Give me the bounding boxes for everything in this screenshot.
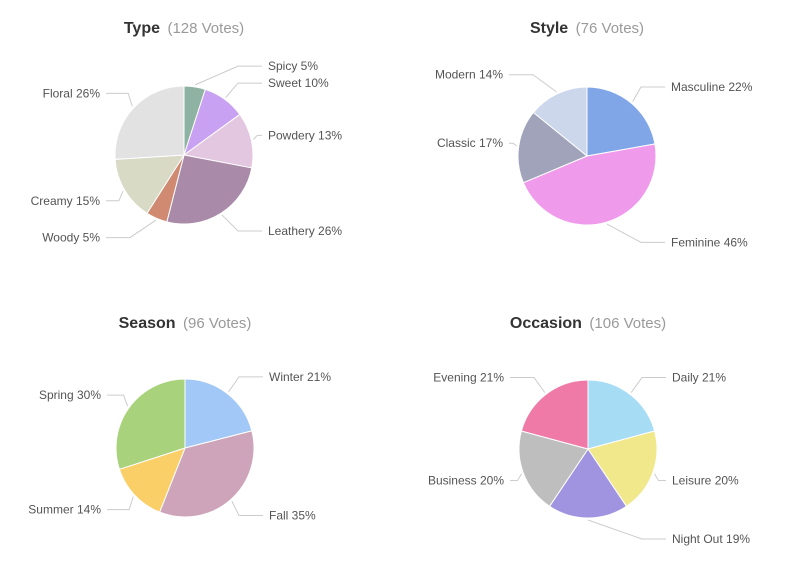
slice-label-feminine: Feminine 46% xyxy=(671,235,748,249)
chart-title: Type (128 Votes) xyxy=(124,20,244,38)
pie-slice-winter[interactable] xyxy=(184,378,253,449)
pie-slice-fall[interactable] xyxy=(159,430,255,518)
slice-label-leisure: Leisure 20% xyxy=(672,474,739,488)
slice-label-powdery: Powdery 13% xyxy=(268,128,342,142)
label-connector-spring xyxy=(107,394,129,407)
chart-title-text: Style xyxy=(529,20,569,37)
chart-style: Style (76 Votes) Masculine 22% Feminine 4… xyxy=(393,0,786,286)
pie-slice-masculine[interactable] xyxy=(586,86,656,157)
chart-title-votes: (106 Votes) xyxy=(589,315,667,332)
pie-slice-night-out[interactable] xyxy=(549,448,627,519)
pie-slice-modern[interactable] xyxy=(532,86,588,157)
label-connector-sweet xyxy=(225,82,262,98)
label-connector-business xyxy=(510,473,522,482)
label-connector-woody xyxy=(106,219,157,239)
pie-slice-evening[interactable] xyxy=(520,379,589,450)
pie-occasion: Daily 21% Leisure 20% Night Out 19% Busines… xyxy=(428,371,750,546)
chart-occasion: Occasion (106 Votes) Daily 21% Leisure 20… xyxy=(393,286,786,572)
slice-label-fall: Fall 35% xyxy=(269,509,316,523)
slice-label-masculine: Masculine 22% xyxy=(671,80,753,94)
slice-label-modern: Modern 14% xyxy=(435,68,503,82)
chart-title: Occasion (106 Votes) xyxy=(510,315,666,333)
label-connector-creamy xyxy=(106,190,124,202)
label-connector-masculine xyxy=(632,86,665,102)
pie-style: Masculine 22% Feminine 46% Classic 17% Mode… xyxy=(435,68,753,250)
chart-title: Season (96 Votes) xyxy=(119,315,252,333)
pie-slice-classic[interactable] xyxy=(517,111,588,184)
pie-slice-daily[interactable] xyxy=(587,379,656,450)
pie-slice-spring[interactable] xyxy=(115,378,186,470)
chart-title-votes: (96 Votes) xyxy=(183,315,252,332)
label-connector-night-out xyxy=(587,519,666,540)
label-connector-classic xyxy=(509,142,518,147)
pie-season: Winter 21% Fall 35% Summer 14% Spring 30% xyxy=(28,370,331,523)
chart-type: Type (128 Votes) Spicy 5% Sweet 10% Powder… xyxy=(0,0,393,286)
slice-label-classic: Classic 17% xyxy=(437,136,503,150)
label-connector-evening xyxy=(510,377,546,393)
chart-title: Style (76 Votes) xyxy=(530,20,644,38)
label-connector-powdery xyxy=(252,134,262,140)
label-connector-winter xyxy=(228,376,263,393)
chart-title-text: Type xyxy=(123,20,160,37)
slice-label-daily: Daily 21% xyxy=(672,371,726,385)
chart-season: Season (96 Votes) Winter 21% Fall 35% Summ… xyxy=(0,286,393,572)
pie-slice-leisure[interactable] xyxy=(587,430,658,507)
slice-label-spicy: Spicy 5% xyxy=(268,59,318,73)
label-connector-summer xyxy=(107,496,134,511)
chart-title-text: Occasion xyxy=(509,315,582,332)
slice-label-evening: Evening 21% xyxy=(433,371,504,385)
slice-label-summer: Summer 14% xyxy=(28,503,101,517)
slice-label-floral: Floral 26% xyxy=(43,86,101,100)
label-connector-fall xyxy=(231,501,263,517)
label-connector-leathery xyxy=(221,214,262,232)
label-connector-floral xyxy=(106,92,133,107)
label-connector-daily xyxy=(630,377,666,393)
pie-slice-feminine[interactable] xyxy=(522,143,657,226)
pie-slice-leathery[interactable] xyxy=(166,154,253,225)
label-connector-spicy xyxy=(194,65,262,86)
chart-title-votes: (76 Votes) xyxy=(575,20,645,37)
slice-label-spring: Spring 30% xyxy=(39,388,101,402)
slice-label-business: Business 20% xyxy=(428,474,504,488)
label-connector-feminine xyxy=(606,223,665,243)
pie-type: Spicy 5% Sweet 10% Powdery 13% Leathery 26%… xyxy=(31,59,343,245)
pie-slice-business[interactable] xyxy=(518,430,589,507)
pie-slice-creamy[interactable] xyxy=(114,154,185,214)
slice-label-winter: Winter 21% xyxy=(269,370,331,384)
chart-title-text: Season xyxy=(118,315,176,332)
pie-slice-powdery[interactable] xyxy=(183,113,254,169)
slice-label-sweet: Sweet 10% xyxy=(268,76,329,90)
chart-title-votes: (128 Votes) xyxy=(167,20,245,37)
label-connector-leisure xyxy=(654,473,666,482)
slice-label-woody: Woody 5% xyxy=(42,231,100,245)
slice-label-leathery: Leathery 26% xyxy=(268,224,342,238)
label-connector-modern xyxy=(509,74,557,93)
slice-label-night-out: Night Out 19% xyxy=(672,532,750,546)
slice-label-creamy: Creamy 15% xyxy=(31,194,101,208)
pie-slice-floral[interactable] xyxy=(114,85,185,160)
